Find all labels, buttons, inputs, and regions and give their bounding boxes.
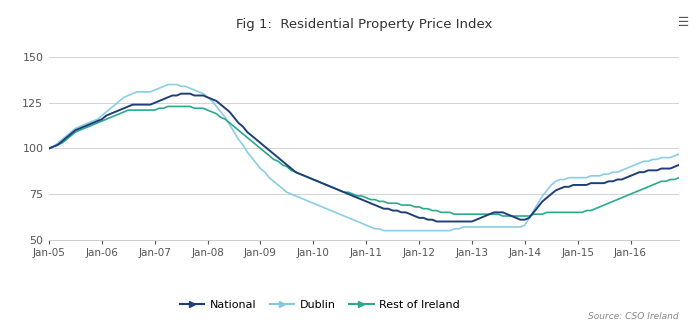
Text: Source: CSO Ireland: Source: CSO Ireland xyxy=(589,312,679,321)
Title: Fig 1:  Residential Property Price Index: Fig 1: Residential Property Price Index xyxy=(236,18,492,31)
Text: ☰: ☰ xyxy=(678,16,690,29)
Legend: National, Dublin, Rest of Ireland: National, Dublin, Rest of Ireland xyxy=(176,295,464,314)
